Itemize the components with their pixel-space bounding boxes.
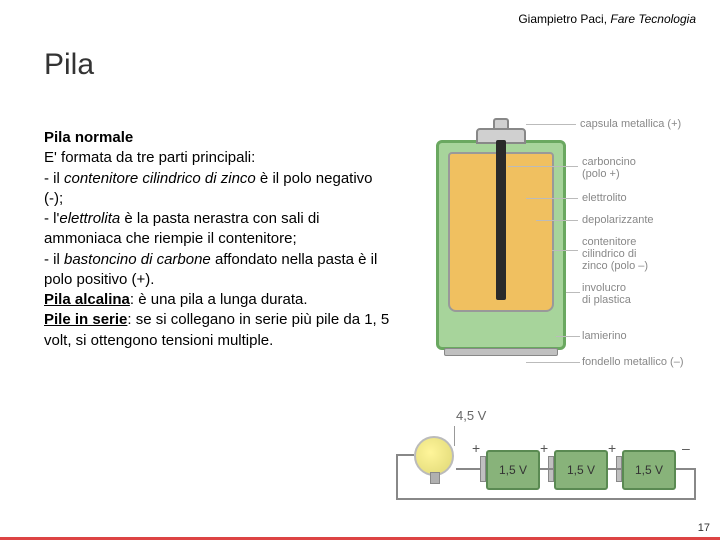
page-number: 17 — [698, 522, 710, 534]
lead-line — [508, 166, 578, 167]
work-title: Fare Tecnologia — [610, 12, 696, 26]
wire — [396, 454, 398, 498]
label-zinc3: zinco (polo –) — [582, 260, 648, 272]
battery-cell: 1,5 V — [554, 450, 608, 490]
lead-line — [552, 250, 578, 251]
lead-line — [556, 336, 580, 337]
battery-cell: 1,5 V — [622, 450, 676, 490]
voltage-lead-line — [454, 426, 455, 446]
wire — [396, 498, 696, 500]
battery-top-nub — [493, 118, 509, 130]
label-depolarizzante: depolarizzante — [582, 214, 654, 226]
lead-line — [566, 292, 580, 293]
subheading-normale: Pila normale — [44, 129, 133, 146]
bulb-base — [430, 472, 440, 484]
label-electrolyte: elettrolito — [582, 192, 627, 204]
total-voltage-label: 4,5 V — [456, 408, 486, 423]
battery-diagram: capsula metallica (+) carboncino (polo +… — [396, 110, 696, 390]
author-name: Giampietro Paci, — [518, 12, 610, 26]
battery-bottom-plate — [444, 348, 558, 356]
label-carbon-polo: (polo +) — [582, 168, 620, 180]
label-zinc: contenitore — [582, 236, 636, 248]
label-zinc2: cilindrico di — [582, 248, 636, 260]
body-text: Pila normale E' formata da tre parti pri… — [44, 128, 394, 351]
wire — [676, 468, 694, 470]
wire — [396, 454, 414, 456]
page-title: Pila — [44, 48, 94, 82]
label-carbon: carboncino — [582, 156, 636, 168]
cell-terminal — [480, 456, 486, 482]
label-lamierino: lamierino — [582, 330, 627, 342]
lead-line — [526, 124, 576, 125]
wire — [540, 468, 554, 470]
lead-line — [526, 362, 580, 363]
battery-cell: 1,5 V — [486, 450, 540, 490]
subheading-alcalina: Pila alcalina — [44, 291, 130, 308]
series-circuit-diagram: 4,5 V 1,5 V + 1,5 V + 1,5 V + – — [386, 400, 696, 510]
wire — [694, 468, 696, 498]
label-cap: capsula metallica (+) — [580, 118, 681, 130]
subheading-serie: Pile in serie — [44, 311, 127, 328]
label-fondello: fondello metallico (–) — [582, 356, 684, 368]
label-plastic2: di plastica — [582, 294, 631, 306]
intro-line: E' formata da tre parti principali: — [44, 149, 255, 166]
bulb-icon — [414, 436, 454, 476]
label-plastic: involucro — [582, 282, 626, 294]
header-credit: Giampietro Paci, Fare Tecnologia — [518, 12, 696, 26]
lead-line — [526, 198, 578, 199]
lead-line — [536, 220, 578, 221]
wire — [608, 468, 622, 470]
battery-carbon-rod — [496, 140, 506, 300]
